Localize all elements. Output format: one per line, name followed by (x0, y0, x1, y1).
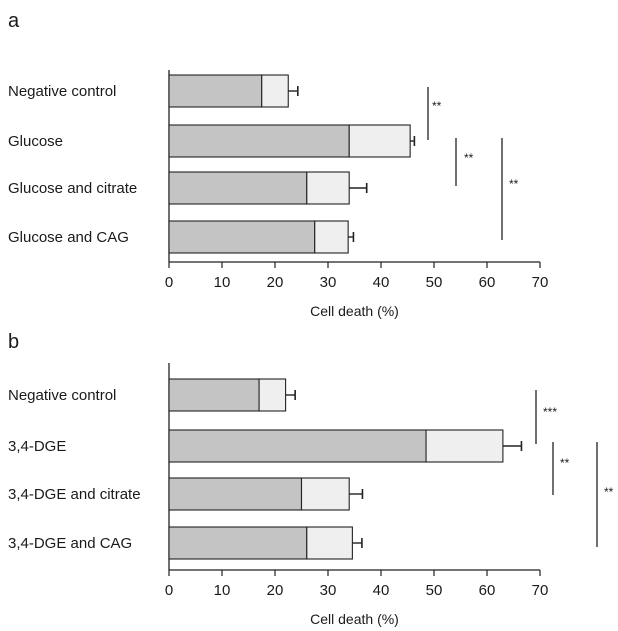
x-tick-label: 0 (165, 582, 173, 599)
category-label: 3,4-DGE (8, 438, 66, 455)
bar-segment-light (300, 477, 350, 511)
bar-segment-light (261, 74, 289, 108)
x-tick-label: 70 (532, 582, 549, 599)
category-label: Negative control (8, 83, 116, 100)
significance-label: ** (604, 485, 614, 499)
x-axis-label: Cell death (%) (310, 611, 399, 627)
x-tick-label: 70 (532, 274, 549, 291)
chart-panel-b: b 0 10 20 30 40 50 60 70 Cell death (%) Negative c… (8, 331, 614, 627)
x-tick-label: 50 (426, 582, 443, 599)
category-label: Negative control (8, 387, 116, 404)
bar-segment-dark (168, 429, 427, 463)
bar-segment-dark (168, 526, 308, 560)
x-tick-label: 30 (320, 582, 337, 599)
significance-label: ** (464, 151, 474, 165)
bar-segment-dark (168, 220, 316, 254)
bar-segment-dark (168, 171, 308, 205)
bar-segment-dark (168, 124, 350, 158)
significance-label: ** (509, 177, 519, 191)
x-tick-label: 60 (479, 274, 496, 291)
category-label: 3,4-DGE and citrate (8, 486, 141, 503)
bar-segment-light (306, 171, 350, 205)
category-label: Glucose and CAG (8, 229, 129, 246)
chart-panel-a: a 0 10 20 30 40 50 60 70 Cell death (%) Negative c… (8, 10, 548, 319)
x-tick-label: 40 (373, 582, 390, 599)
x-axis-label: Cell death (%) (310, 303, 399, 319)
x-tick-label: 0 (165, 274, 173, 291)
bar-segment-light (258, 378, 287, 412)
significance-label: *** (543, 405, 557, 419)
bar-segment-dark (168, 477, 303, 511)
category-label: 3,4-DGE and CAG (8, 535, 132, 552)
x-tick-label: 50 (426, 274, 443, 291)
bar-segment-light (306, 526, 353, 560)
category-label: Glucose (8, 133, 63, 150)
category-label: Glucose and citrate (8, 180, 137, 197)
x-tick-label: 20 (267, 274, 284, 291)
bar-segment-light (348, 124, 411, 158)
x-tick-label: 10 (214, 582, 231, 599)
panel-label: b (8, 331, 19, 353)
bar-segment-dark (168, 74, 263, 108)
bar-segment-light (425, 429, 504, 463)
x-tick-label: 60 (479, 582, 496, 599)
x-tick-label: 40 (373, 274, 390, 291)
x-tick-label: 20 (267, 582, 284, 599)
significance-label: ** (560, 456, 570, 470)
panel-label: a (8, 10, 20, 32)
bar-segment-light (314, 220, 349, 254)
significance-label: ** (432, 99, 442, 113)
bar-segment-dark (168, 378, 260, 412)
x-tick-label: 30 (320, 274, 337, 291)
x-tick-label: 10 (214, 274, 231, 291)
